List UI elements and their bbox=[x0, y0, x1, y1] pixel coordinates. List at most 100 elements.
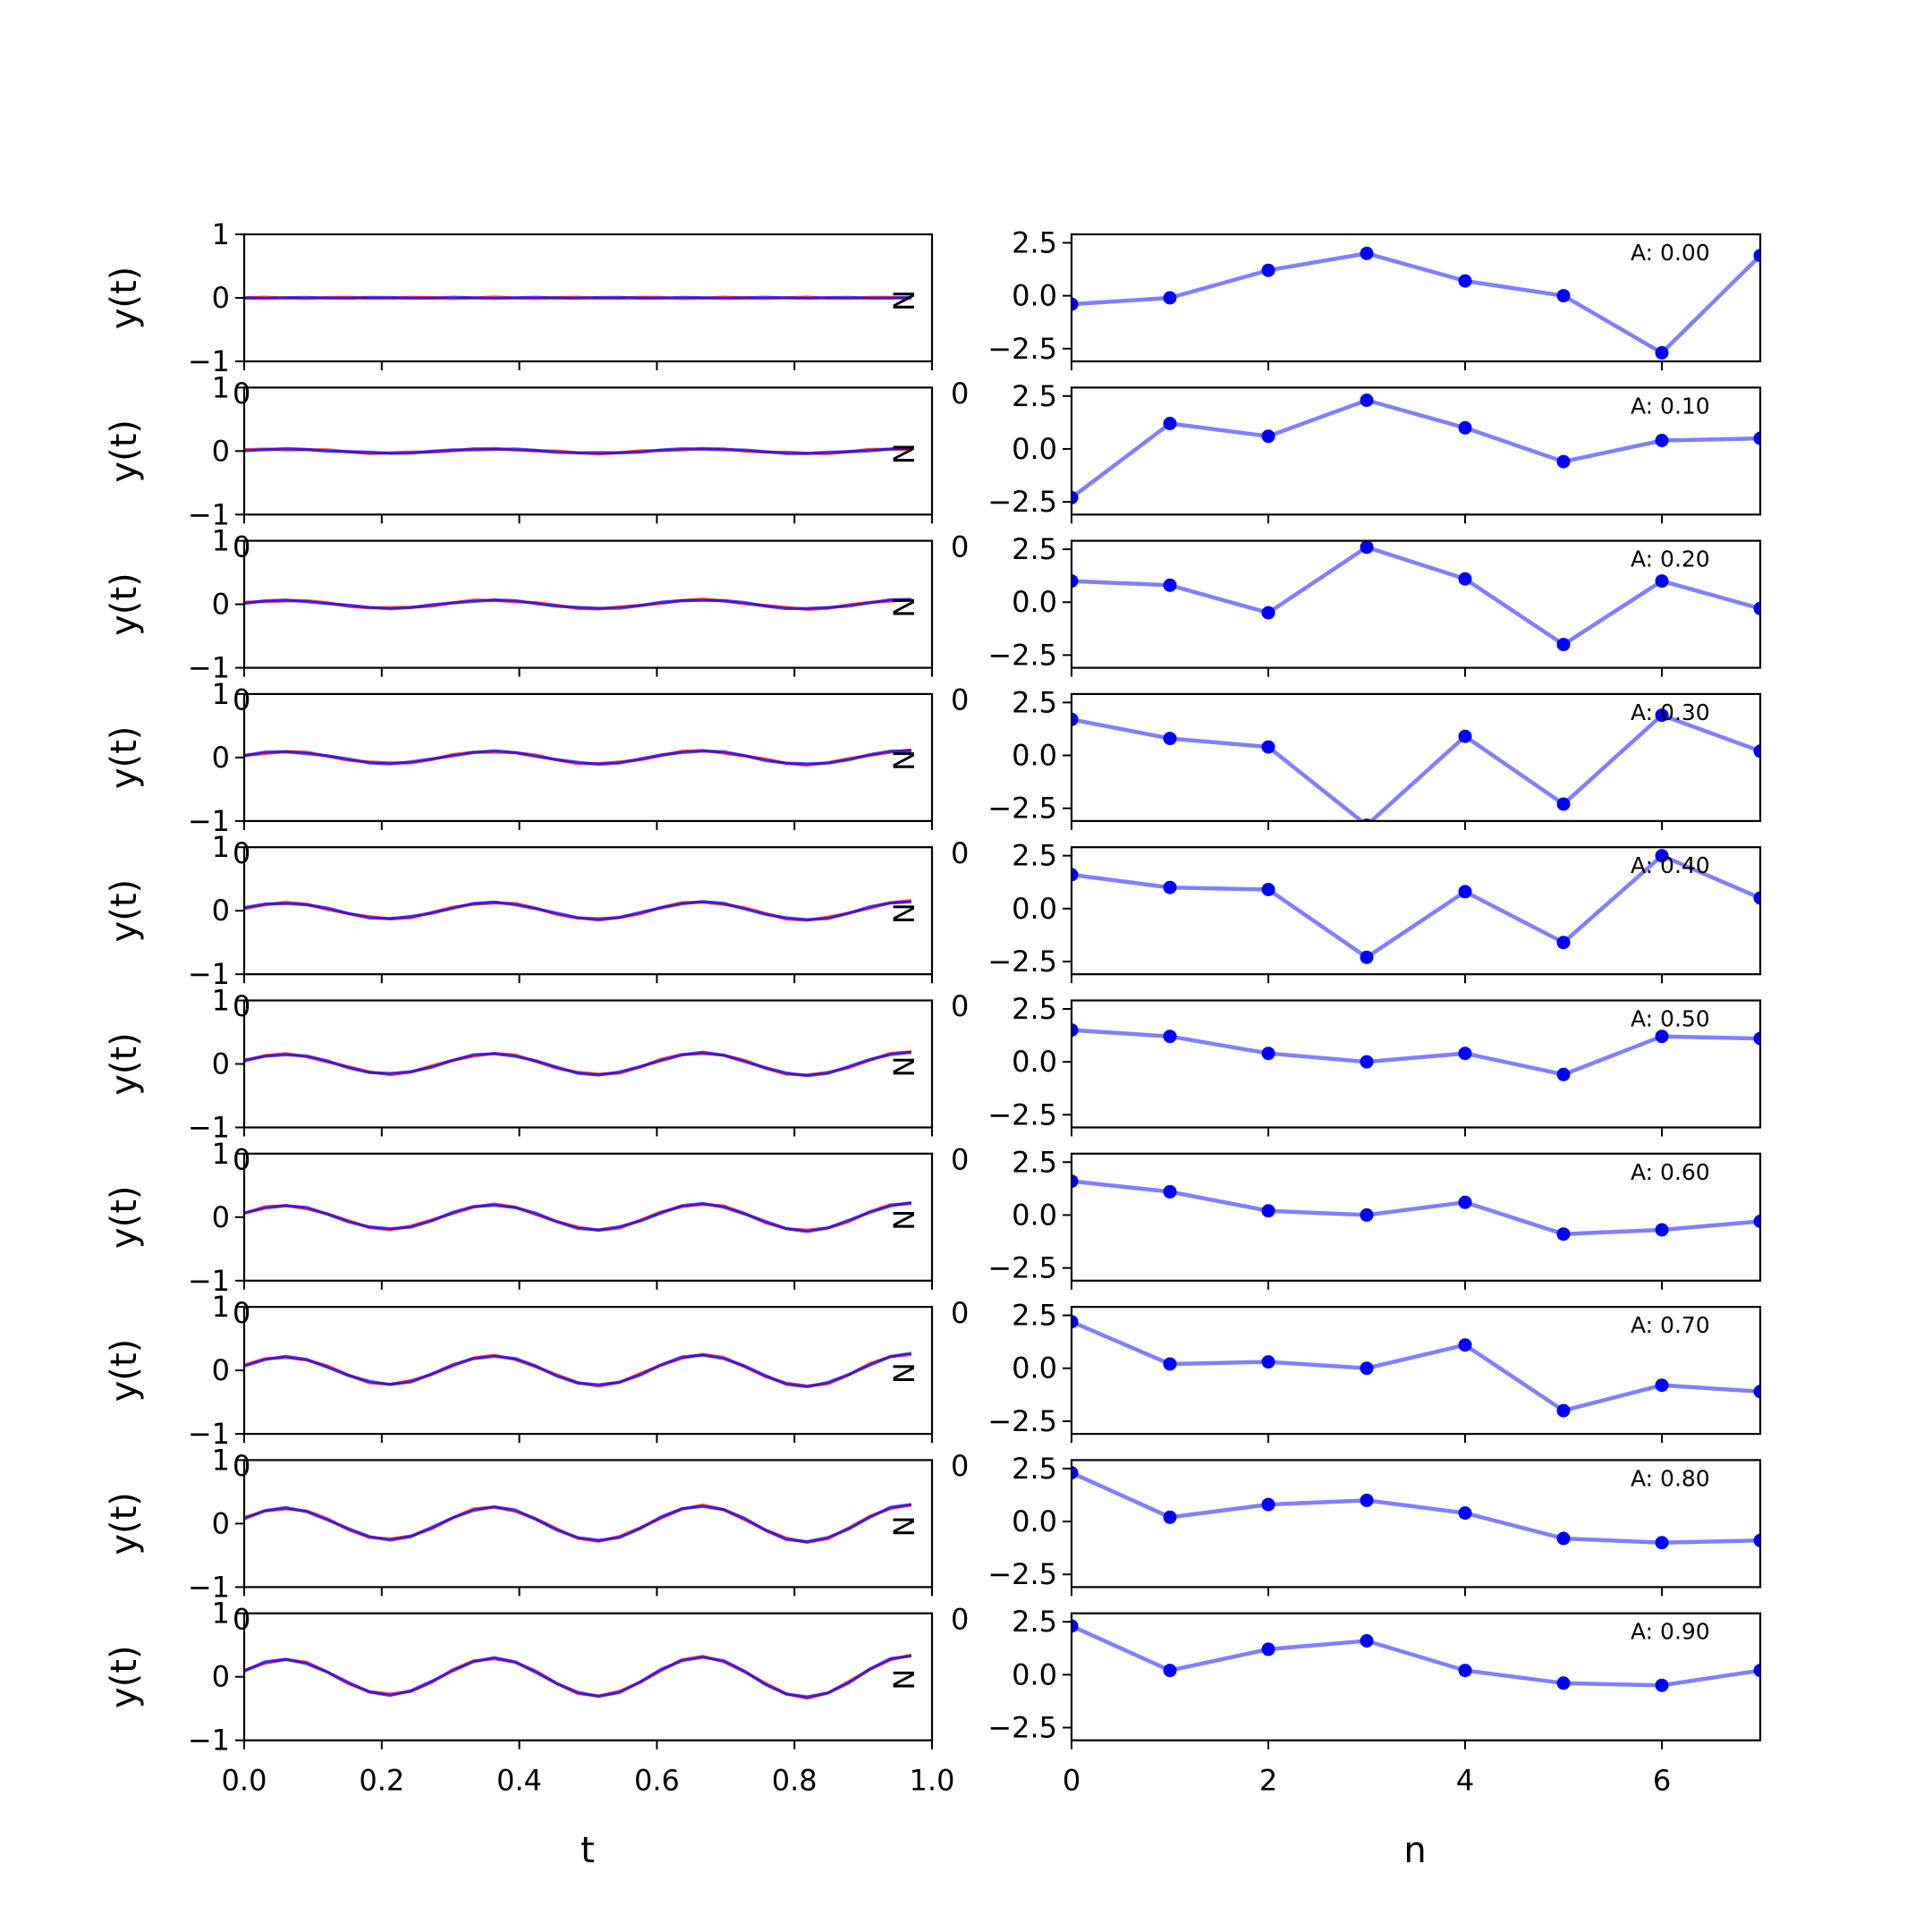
sequence-point bbox=[1655, 1536, 1669, 1550]
sequence-y-tick-label: −2.5 bbox=[987, 1711, 1057, 1745]
sequence-annotation-6: A: 0.50 bbox=[1631, 1006, 1710, 1032]
wave-y-tick-label: −1 bbox=[188, 497, 230, 531]
sequence-y-tick-label: −2.5 bbox=[987, 1404, 1057, 1438]
sequence-panel-frame-4 bbox=[1070, 692, 1762, 823]
sequence-point bbox=[1556, 797, 1571, 811]
sequence-point bbox=[1360, 394, 1374, 407]
sequence-y-tick-label: 2.5 bbox=[1012, 992, 1057, 1026]
sequence-point bbox=[1261, 883, 1275, 896]
sequence-y-tick-label: 0.0 bbox=[1012, 432, 1057, 466]
wave-edge-glyph: N bbox=[887, 1669, 921, 1690]
sequence-y-tick-label: 2.5 bbox=[1012, 1605, 1057, 1639]
sequence-point bbox=[1261, 740, 1275, 754]
sequence-x-tick-label-overlap: 0 bbox=[951, 989, 969, 1023]
sequence-point bbox=[1655, 574, 1669, 589]
sequence-y-tick-label: −2.5 bbox=[987, 638, 1057, 672]
wave-y-tick-label: 1 bbox=[212, 217, 230, 251]
sequence-point bbox=[1458, 420, 1472, 435]
sequence-series-10 bbox=[1072, 1619, 1760, 1692]
wave-y-tick-label: −1 bbox=[188, 1724, 230, 1758]
wave-edge-glyph: N bbox=[887, 1056, 921, 1078]
sequence-point bbox=[1556, 1227, 1571, 1241]
sequence-point bbox=[1458, 1506, 1472, 1521]
wave-edge-glyph: N bbox=[887, 443, 921, 464]
wave-x-tick-label-overlap: 0 bbox=[233, 989, 250, 1023]
sequence-series-4 bbox=[1072, 708, 1760, 821]
sequence-point bbox=[1072, 1174, 1079, 1189]
wave-y-tick-label: 0 bbox=[212, 1506, 230, 1540]
wave-y-tick-label: −1 bbox=[188, 344, 230, 378]
sequence-point bbox=[1163, 1664, 1177, 1678]
sequence-point bbox=[1261, 606, 1275, 620]
sequence-series-2 bbox=[1072, 394, 1760, 504]
wave-x-tick-label-overlap: 0 bbox=[233, 683, 250, 717]
sequence-x-tick-label-overlap: 0 bbox=[951, 836, 969, 870]
sequence-y-tick-label: 0.0 bbox=[1012, 279, 1057, 313]
sequence-point bbox=[1556, 1676, 1571, 1690]
wave-y-tick-label: 1 bbox=[212, 984, 230, 1018]
sequence-series-7 bbox=[1072, 1174, 1760, 1241]
sequence-point bbox=[1163, 1184, 1177, 1199]
sequence-point bbox=[1458, 1046, 1472, 1061]
wave-y-axis-title: y(t) bbox=[104, 726, 145, 790]
sequence-line-10 bbox=[1072, 1623, 1760, 1688]
sequence-panel-5: −2.5 0.0 2.5 0 A: 0.40 bbox=[951, 839, 1762, 1023]
wave-x-tick-label-overlap: 0 bbox=[233, 530, 250, 564]
sequence-point bbox=[1072, 1315, 1079, 1329]
sequence-point bbox=[1458, 1195, 1472, 1209]
wave-edge-glyph: N bbox=[887, 597, 921, 618]
sequence-y-tick-label: 2.5 bbox=[1012, 1452, 1057, 1486]
wave-y-axis-title: y(t) bbox=[104, 572, 145, 636]
wave-y-tick-label: 0 bbox=[212, 588, 230, 622]
sequence-point bbox=[1261, 1497, 1275, 1512]
wave-series-blue-5 bbox=[243, 900, 911, 922]
sequence-point bbox=[1360, 1208, 1374, 1222]
wave-y-tick-label: 1 bbox=[212, 1137, 230, 1171]
sequence-point bbox=[1072, 574, 1079, 589]
sequence-point bbox=[1458, 572, 1472, 586]
sequence-point bbox=[1556, 454, 1571, 469]
sequence-point bbox=[1072, 1466, 1079, 1480]
sequence-line-4 bbox=[1072, 713, 1760, 821]
sequence-panel-frame-2 bbox=[1070, 386, 1762, 516]
wave-y-tick-label: 1 bbox=[212, 1443, 230, 1477]
left-x-axis-title: t bbox=[580, 1830, 595, 1871]
sequence-point bbox=[1072, 490, 1079, 504]
sequence-point bbox=[1360, 1055, 1374, 1069]
sequence-y-tick-label: 0.0 bbox=[1012, 1045, 1057, 1079]
sequence-annotation-7: A: 0.60 bbox=[1631, 1159, 1710, 1185]
sequence-y-tick-label: −2.5 bbox=[987, 1097, 1057, 1131]
wave-x-tick-label: 0.2 bbox=[359, 1764, 404, 1798]
sequence-annotation-10: A: 0.90 bbox=[1631, 1619, 1710, 1645]
sequence-point bbox=[1556, 936, 1571, 950]
sequence-annotation-5: A: 0.40 bbox=[1631, 852, 1710, 878]
sequence-point bbox=[1753, 1664, 1760, 1678]
sequence-panel-9: −2.5 0.0 2.5 0 A: 0.80 bbox=[951, 1452, 1762, 1636]
sequence-point bbox=[1655, 1223, 1669, 1237]
wave-edge-glyph: N bbox=[887, 902, 921, 924]
sequence-point bbox=[1072, 297, 1079, 311]
sequence-point bbox=[1458, 729, 1472, 743]
sequence-series-1 bbox=[1072, 246, 1760, 360]
sequence-point bbox=[1753, 1533, 1760, 1547]
sequence-y-tick-label: −2.5 bbox=[987, 332, 1057, 366]
sequence-x-tick-label-overlap: 0 bbox=[951, 683, 969, 717]
sequence-y-tick-label: 2.5 bbox=[1012, 685, 1057, 719]
sequence-x-tick-label-overlap: 0 bbox=[951, 1449, 969, 1483]
sequence-point bbox=[1163, 1510, 1177, 1524]
sequence-point bbox=[1655, 1030, 1669, 1044]
wave-y-axis-title: y(t) bbox=[104, 419, 145, 483]
sequence-y-tick-label: 0.0 bbox=[1012, 1198, 1057, 1232]
wave-y-tick-label: 1 bbox=[212, 1290, 230, 1324]
sequence-y-tick-label: 0.0 bbox=[1012, 585, 1057, 619]
sequence-series-8 bbox=[1072, 1315, 1760, 1418]
sequence-panel-8: −2.5 0.0 2.5 0 A: 0.70 bbox=[951, 1299, 1762, 1483]
sequence-panel-7: −2.5 0.0 2.5 0 A: 0.60 bbox=[951, 1145, 1762, 1330]
wave-x-tick-label: 1.0 bbox=[910, 1764, 955, 1798]
sequence-point bbox=[1655, 434, 1669, 447]
wave-x-tick-label-overlap: 0 bbox=[233, 377, 250, 411]
